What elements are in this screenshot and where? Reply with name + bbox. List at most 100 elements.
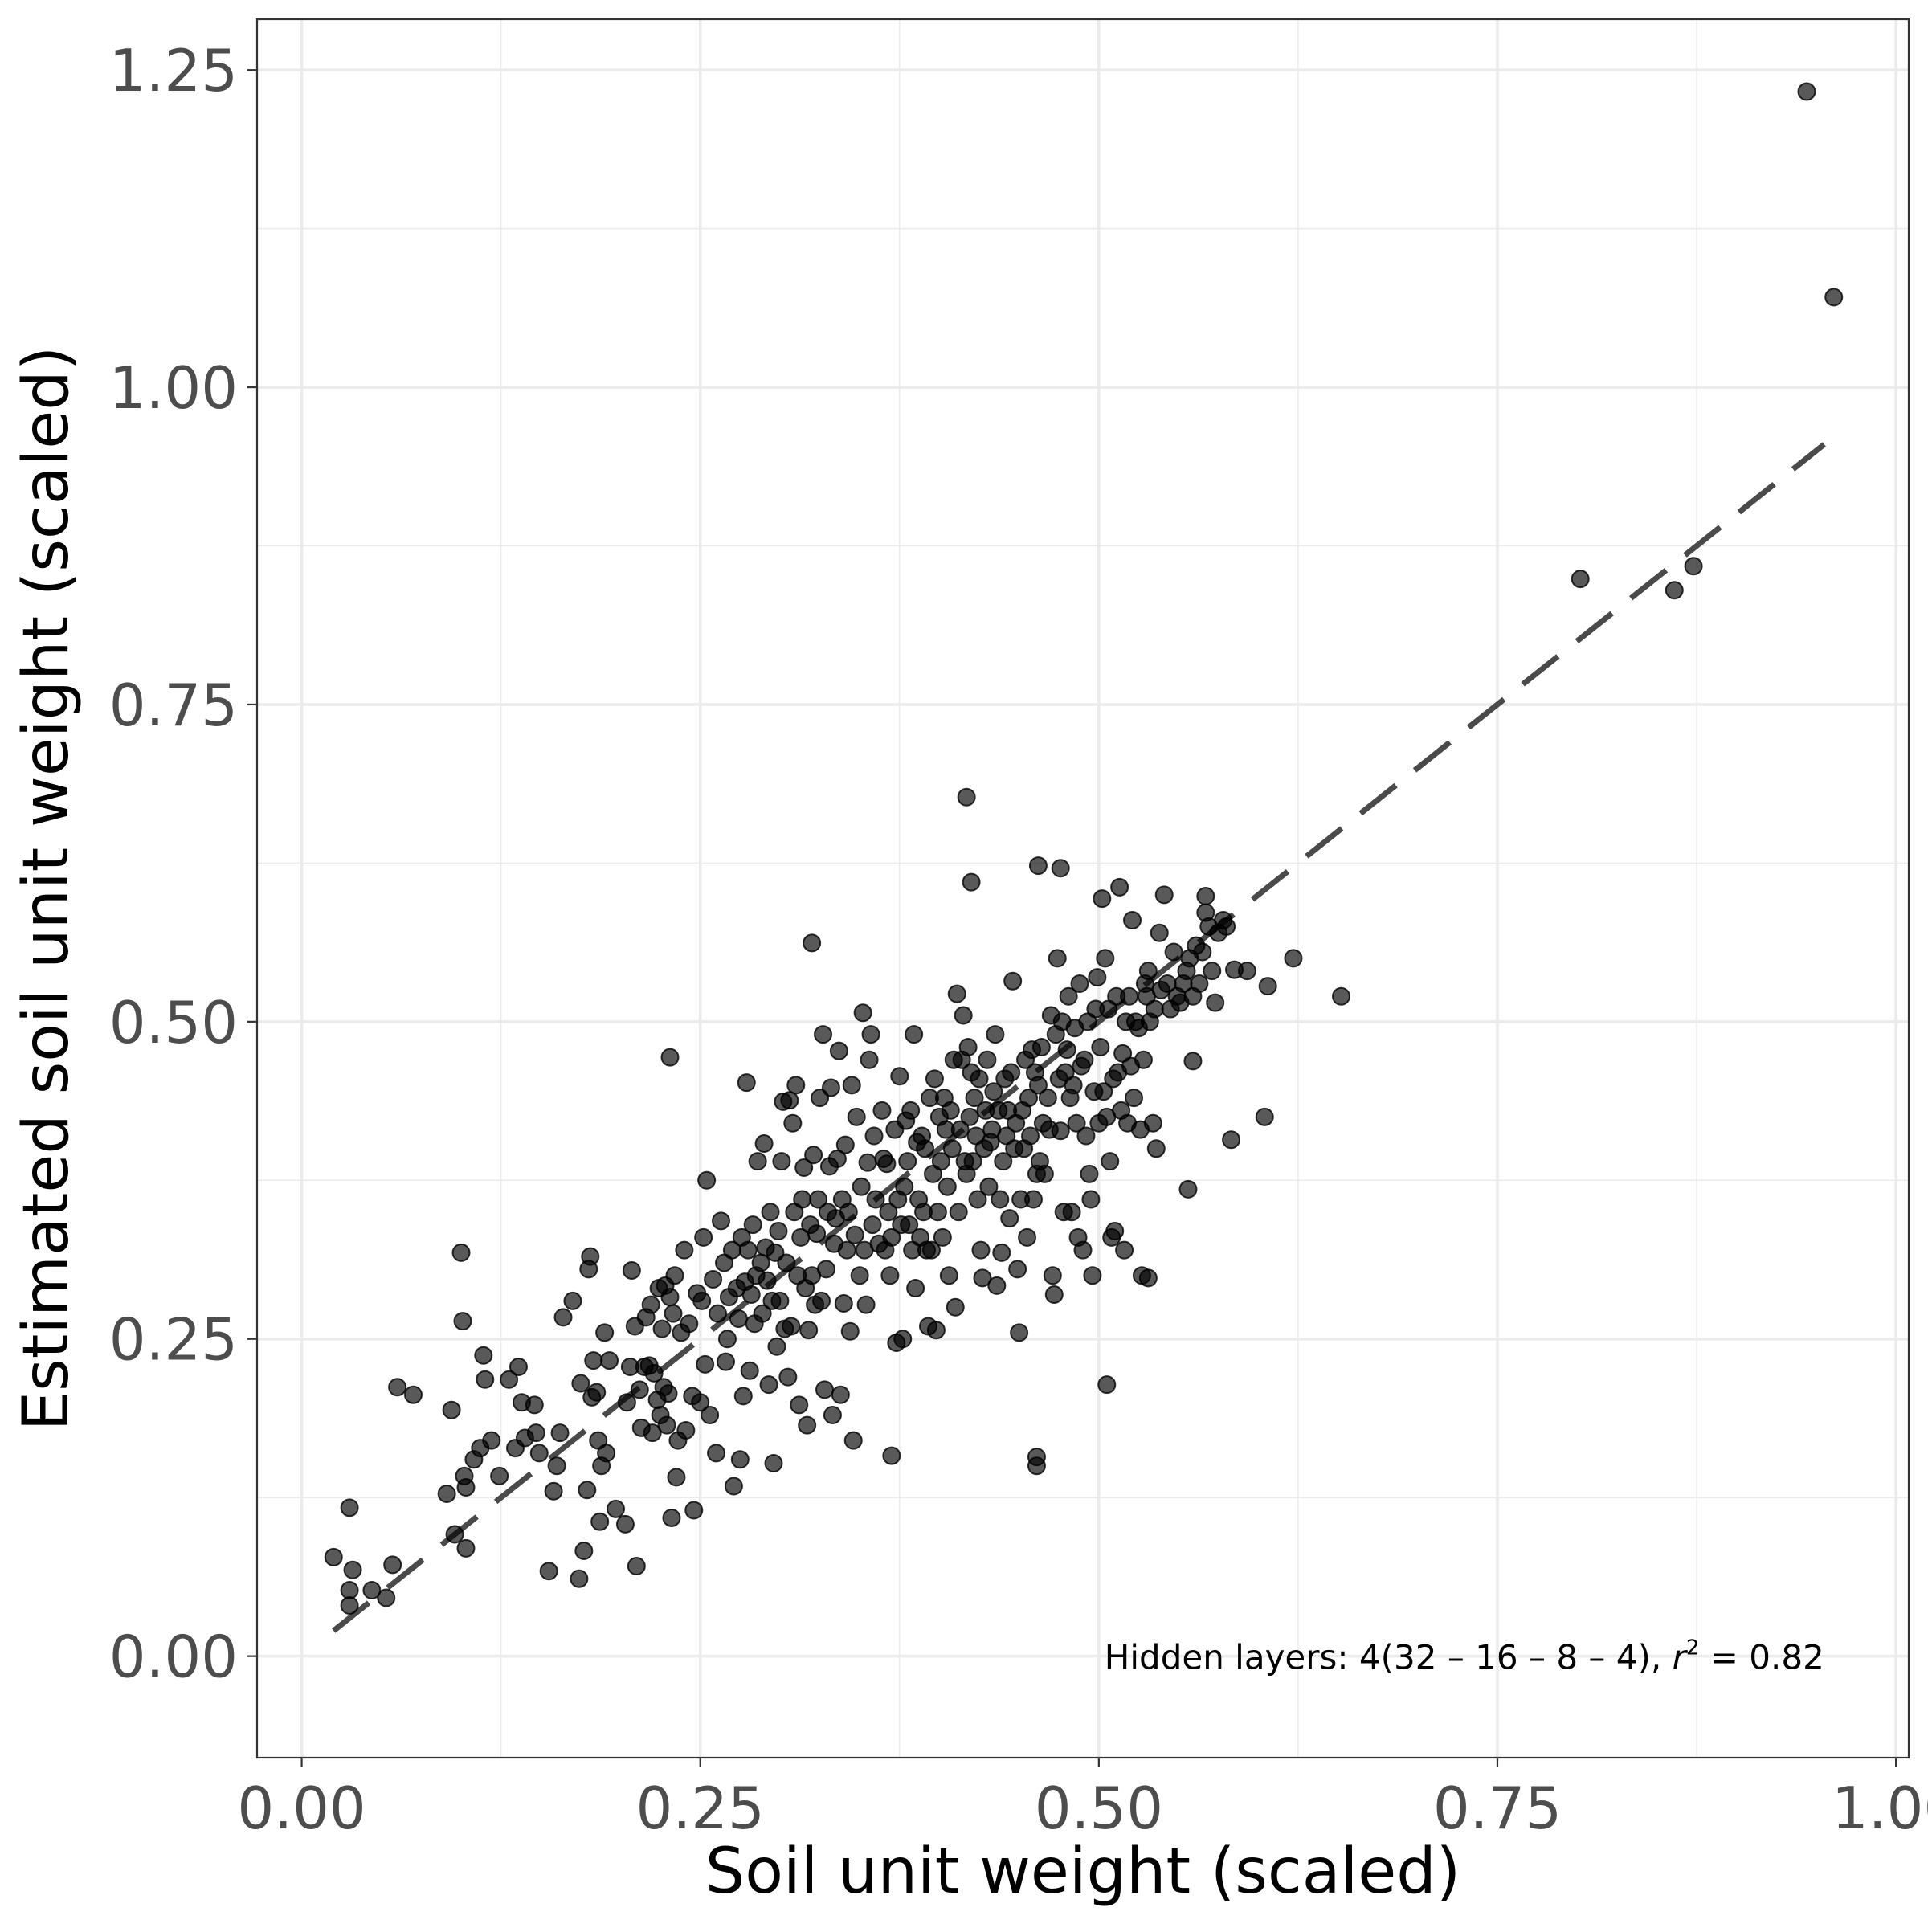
data-point	[777, 1253, 796, 1272]
data-point	[986, 1025, 1005, 1044]
data-point	[581, 1247, 600, 1266]
data-point	[712, 1211, 731, 1231]
data-point	[729, 1309, 748, 1328]
data-point	[737, 1073, 756, 1093]
data-point	[740, 1361, 759, 1380]
data-point	[866, 1190, 885, 1209]
data-point	[644, 1363, 664, 1383]
data-point	[840, 1321, 860, 1341]
data-point	[1145, 999, 1164, 1019]
data-point	[643, 1423, 662, 1443]
data-point	[772, 1152, 791, 1171]
data-point	[490, 1466, 509, 1485]
data-point	[925, 1069, 944, 1089]
data-point	[597, 1444, 616, 1463]
data-point	[842, 1076, 861, 1095]
data-point	[709, 1304, 728, 1323]
data-point	[882, 1227, 901, 1247]
data-point	[798, 1415, 817, 1435]
data-point	[437, 1484, 456, 1503]
data-point	[971, 1240, 991, 1260]
data-point	[1067, 1113, 1086, 1133]
data-point	[864, 1126, 884, 1146]
annotation-r-symbol: r	[1673, 1637, 1689, 1677]
data-point	[954, 1006, 973, 1025]
data-point	[916, 1139, 935, 1158]
data-point	[1008, 1260, 1027, 1279]
data-point	[627, 1556, 646, 1575]
data-point	[803, 933, 822, 953]
data-point	[1571, 570, 1590, 589]
data-point	[692, 1291, 712, 1310]
x-tick-label: 0.75	[1433, 1775, 1562, 1842]
data-point	[905, 1025, 924, 1044]
data-point	[1125, 1089, 1144, 1108]
data-point	[937, 1177, 957, 1196]
data-point	[758, 1271, 777, 1290]
panel-border	[255, 18, 1910, 1759]
data-point	[1038, 1089, 1057, 1108]
data-point	[960, 1107, 979, 1126]
reference-line	[332, 442, 1826, 1633]
data-point	[973, 1268, 992, 1288]
data-point	[770, 1291, 790, 1310]
data-point	[550, 1423, 570, 1443]
data-point	[794, 1158, 814, 1178]
data-point	[1331, 986, 1350, 1006]
data-point	[812, 1291, 831, 1310]
data-point	[895, 1177, 914, 1196]
data-point	[814, 1025, 833, 1044]
data-point	[946, 1297, 965, 1317]
data-point	[872, 1101, 892, 1120]
y-tick-label: 1.25	[109, 37, 238, 104]
data-point	[1059, 986, 1078, 1006]
data-point	[949, 1203, 968, 1222]
data-point	[340, 1595, 359, 1615]
data-point	[578, 1481, 597, 1500]
data-point	[641, 1295, 660, 1314]
data-point	[880, 1266, 900, 1285]
data-point	[799, 1321, 819, 1340]
data-point	[782, 1317, 801, 1336]
data-point	[1255, 1107, 1274, 1126]
data-point	[1081, 1190, 1101, 1209]
data-point	[324, 1547, 343, 1566]
data-point	[1093, 889, 1112, 909]
data-point	[1217, 917, 1236, 936]
data-point	[994, 1152, 1013, 1171]
data-point	[968, 1190, 987, 1209]
data-points	[324, 82, 1844, 1615]
data-point	[823, 1406, 842, 1425]
data-point	[1824, 288, 1844, 307]
data-point	[1023, 1190, 1043, 1209]
x-tick-label: 0.00	[237, 1775, 366, 1842]
data-point	[1051, 859, 1070, 878]
data-point	[553, 1308, 573, 1327]
data-point	[707, 1444, 726, 1463]
data-point	[942, 1139, 962, 1158]
data-point	[1132, 1266, 1151, 1285]
data-point	[509, 1357, 528, 1376]
data-point	[442, 1400, 461, 1419]
data-point	[845, 1225, 864, 1244]
data-point	[676, 1420, 696, 1440]
data-point	[1019, 1089, 1039, 1108]
x-axis-title: Soil unit weight (scaled)	[705, 1836, 1460, 1908]
data-point	[991, 1190, 1010, 1209]
data-point	[863, 1215, 882, 1235]
data-point	[1222, 1130, 1241, 1150]
data-point	[456, 1538, 476, 1558]
data-point	[584, 1351, 603, 1370]
data-point	[1101, 1152, 1120, 1171]
data-point	[839, 1203, 858, 1222]
data-point	[783, 1113, 803, 1133]
data-point	[877, 1154, 897, 1174]
data-point	[1203, 962, 1222, 981]
y-axis-title: Estimated soil unit weight (scaled)	[10, 346, 83, 1431]
data-point	[691, 1393, 710, 1412]
data-point	[1000, 1209, 1019, 1228]
data-point	[451, 1243, 471, 1262]
data-point	[343, 1560, 362, 1579]
data-point	[963, 1152, 982, 1171]
